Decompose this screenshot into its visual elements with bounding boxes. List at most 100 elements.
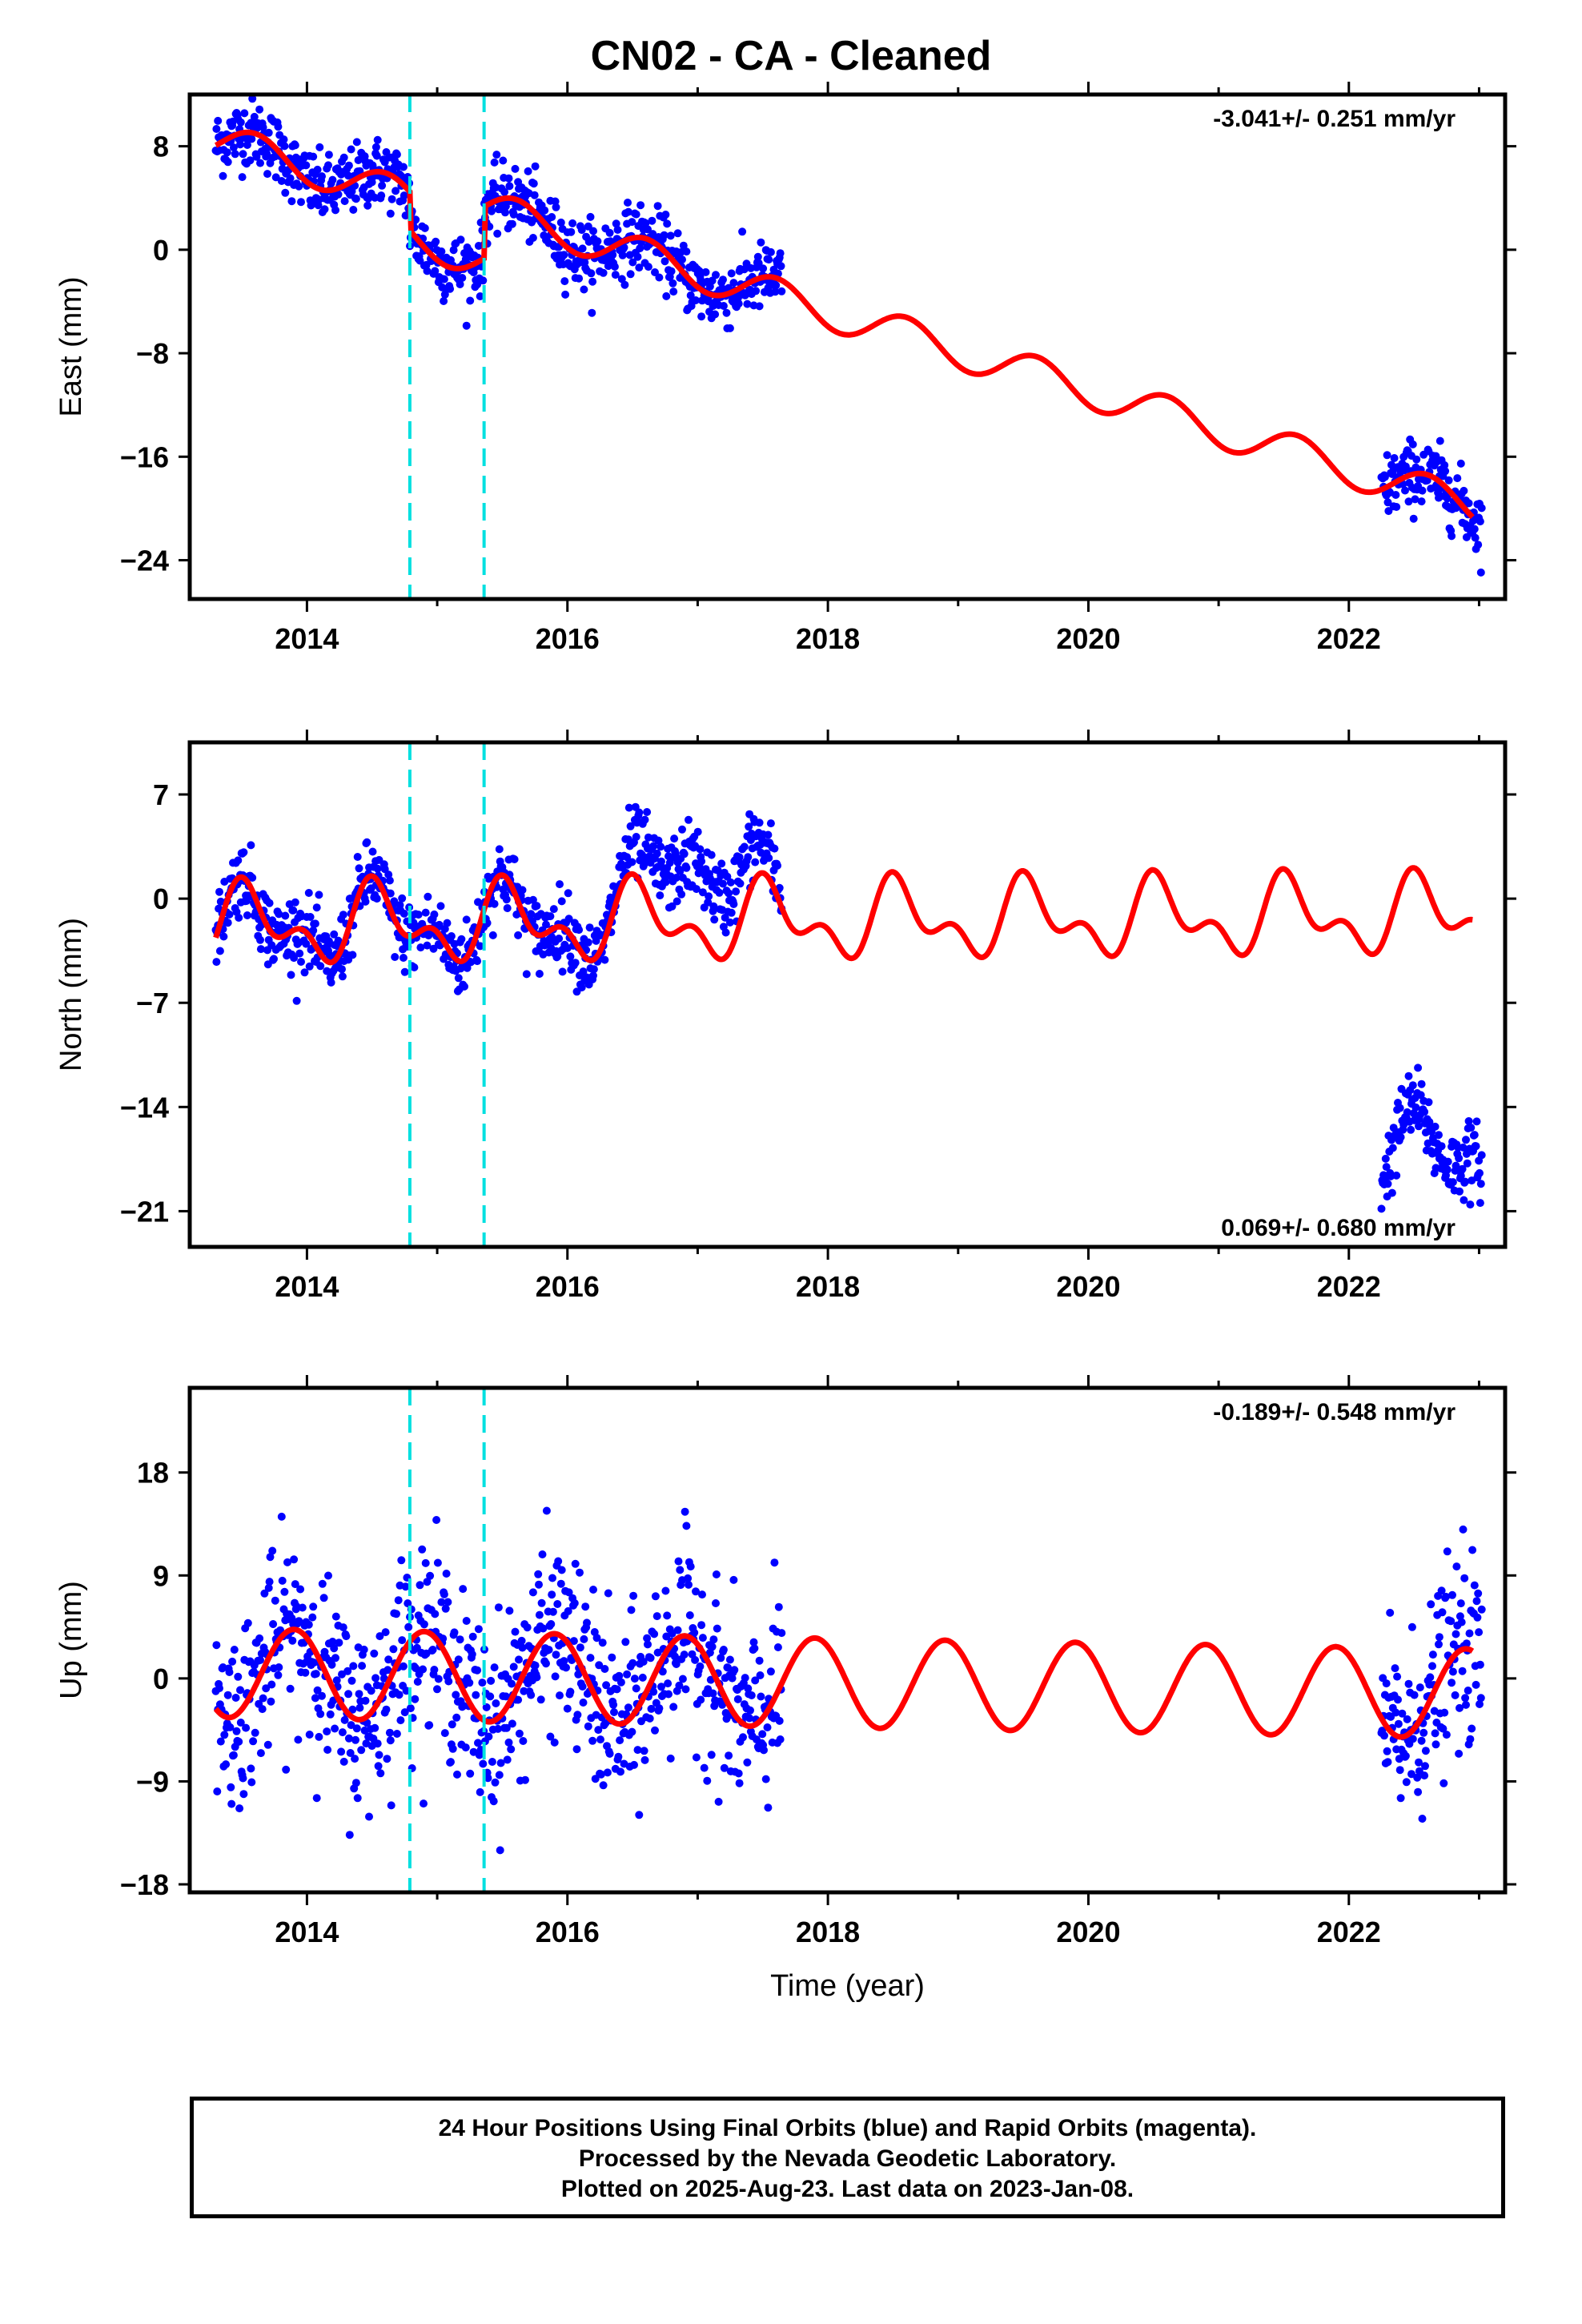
data-point xyxy=(323,1727,331,1736)
data-point xyxy=(1466,1735,1475,1743)
data-point xyxy=(495,1771,504,1779)
data-point xyxy=(1464,1117,1473,1125)
data-point xyxy=(395,1691,404,1699)
data-point xyxy=(454,974,463,983)
panel-frame-east xyxy=(187,92,1508,601)
data-point xyxy=(268,1546,277,1555)
data-point xyxy=(460,982,468,991)
data-point xyxy=(1458,1667,1467,1675)
data-point xyxy=(501,208,509,217)
data-point xyxy=(656,842,665,851)
data-point xyxy=(749,1638,758,1647)
data-point xyxy=(633,1746,642,1755)
data-point xyxy=(1470,1581,1479,1590)
data-point xyxy=(1477,1605,1486,1614)
data-point xyxy=(632,1684,640,1693)
data-point xyxy=(628,258,637,267)
data-point xyxy=(1380,472,1389,481)
data-point xyxy=(542,1659,550,1668)
data-point xyxy=(770,1558,779,1567)
data-point xyxy=(1460,1196,1468,1204)
data-point xyxy=(709,1635,718,1644)
y-tick-label: −8 xyxy=(136,337,169,370)
data-point xyxy=(499,156,508,165)
data-point xyxy=(589,227,597,235)
data-point xyxy=(1473,1613,1482,1622)
data-point xyxy=(552,1651,560,1659)
data-point xyxy=(449,246,458,255)
data-point xyxy=(1435,1640,1443,1649)
data-point xyxy=(386,889,395,898)
data-point xyxy=(400,191,408,200)
data-point xyxy=(1414,1787,1423,1796)
x-tick-label: 2020 xyxy=(1056,1270,1120,1303)
data-point xyxy=(751,858,760,866)
data-point xyxy=(374,1762,383,1771)
data-point xyxy=(391,953,400,961)
data-point xyxy=(482,1703,491,1711)
data-point xyxy=(251,1728,259,1737)
data-point xyxy=(342,1632,351,1641)
data-point xyxy=(552,203,560,211)
data-point xyxy=(239,848,248,857)
data-point xyxy=(286,174,295,183)
data-point xyxy=(349,206,358,214)
data-point xyxy=(681,1507,689,1516)
data-point xyxy=(414,911,423,919)
data-point xyxy=(344,161,353,170)
data-point xyxy=(777,262,785,271)
data-point xyxy=(490,158,499,167)
data-point xyxy=(1383,451,1391,460)
data-point xyxy=(585,923,594,932)
data-point xyxy=(1415,1122,1423,1131)
data-point xyxy=(278,1576,287,1585)
data-point xyxy=(351,1779,360,1787)
data-point xyxy=(489,1797,498,1806)
data-point xyxy=(589,965,598,974)
rate-label-east: -3.041+/- 0.251 mm/yr xyxy=(1213,106,1456,132)
data-point xyxy=(311,1670,320,1679)
data-point xyxy=(281,911,290,920)
data-point xyxy=(1417,1080,1426,1088)
data-point xyxy=(696,845,705,854)
data-point xyxy=(563,1704,572,1713)
data-point xyxy=(663,1611,672,1620)
data-point xyxy=(661,211,670,219)
data-point xyxy=(385,1728,394,1737)
data-point xyxy=(236,1719,245,1727)
data-point xyxy=(440,297,448,305)
data-point xyxy=(636,201,645,210)
data-point xyxy=(589,1586,597,1594)
data-point xyxy=(586,1654,595,1663)
data-point xyxy=(548,213,556,221)
data-point xyxy=(608,1653,616,1662)
data-point xyxy=(1381,1154,1390,1163)
data-point xyxy=(1437,1142,1446,1151)
data-point xyxy=(412,1664,420,1673)
data-point xyxy=(1464,1687,1472,1695)
x-tick-label: 2018 xyxy=(796,1270,860,1303)
data-point xyxy=(396,1716,405,1725)
data-point xyxy=(335,1638,343,1647)
data-point xyxy=(713,1624,721,1633)
data-point xyxy=(697,857,706,866)
data-point xyxy=(571,959,580,967)
data-point xyxy=(671,1652,679,1661)
data-point xyxy=(399,163,408,171)
data-point xyxy=(263,170,271,179)
data-point xyxy=(400,967,409,976)
data-point xyxy=(503,1755,512,1764)
data-point xyxy=(1403,1108,1411,1116)
x-tick-label: 2022 xyxy=(1317,1270,1381,1303)
data-point xyxy=(1383,1747,1391,1755)
data-point xyxy=(283,1558,291,1566)
data-point xyxy=(548,1590,556,1599)
data-point xyxy=(1401,1751,1410,1760)
chart-panel-up: 18 9 0 −9 −18 2014 2016 2018 2020 2022 Up (mm) -0.1… xyxy=(54,1375,1516,1948)
data-point xyxy=(281,188,290,197)
data-point xyxy=(1439,1724,1447,1733)
data-point xyxy=(690,1628,699,1637)
data-point xyxy=(616,1736,624,1745)
footer-caption: 24 Hour Positions Using Final Orbits (bl… xyxy=(190,2097,1505,2218)
data-point xyxy=(635,263,644,272)
